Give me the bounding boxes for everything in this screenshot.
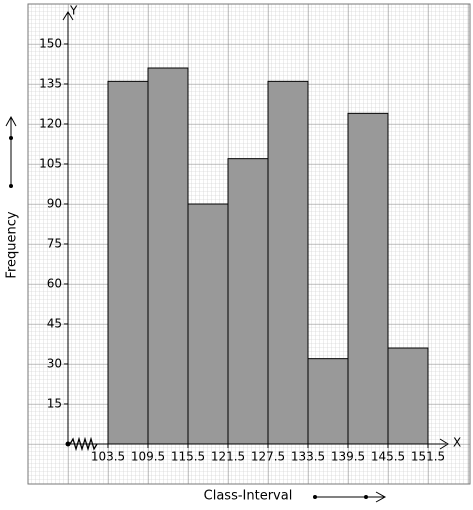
bar — [107, 80, 149, 445]
x-axis-arrow — [439, 438, 449, 450]
bar — [267, 80, 309, 445]
y-tick-label: 75 — [47, 237, 62, 251]
graph-paper-border — [27, 3, 471, 485]
bar — [187, 203, 229, 445]
arrow-dot — [9, 184, 13, 188]
x-tick-label: 151.5 — [411, 450, 445, 464]
arrow-dot — [364, 495, 368, 499]
x-tick-label: 145.5 — [371, 450, 405, 464]
y-tick-label: 45 — [47, 317, 62, 331]
x-tick-label: 103.5 — [91, 450, 125, 464]
x-direction-arrow — [314, 491, 387, 503]
arrow-dot — [9, 136, 13, 140]
bar — [307, 358, 349, 445]
y-axis-name: Y — [69, 4, 78, 18]
y-tick-label: 135 — [39, 77, 62, 91]
x-tick-label: 121.5 — [211, 450, 245, 464]
y-tick-label: 105 — [39, 157, 62, 171]
x-tick-label: 139.5 — [331, 450, 365, 464]
x-tick-label: 115.5 — [171, 450, 205, 464]
axis-break — [69, 436, 98, 452]
x-tick-label: 109.5 — [131, 450, 165, 464]
y-tick-label: 120 — [39, 117, 62, 131]
bar — [387, 347, 429, 445]
y-axis-arrow — [62, 11, 74, 21]
bar — [147, 67, 189, 445]
y-direction-arrow — [5, 115, 17, 187]
arrow-dot — [313, 495, 317, 499]
y-tick-label: 90 — [47, 197, 62, 211]
y-tick-label: 30 — [47, 357, 62, 371]
x-tick-label: 133.5 — [291, 450, 325, 464]
y-tick-label: 15 — [47, 397, 62, 411]
x-tick-label: 127.5 — [251, 450, 285, 464]
y-axis-title: Frequency — [5, 211, 20, 278]
bar — [347, 112, 389, 445]
bar — [227, 158, 269, 445]
y-tick-label: 150 — [39, 37, 62, 51]
x-axis-title: Class-Interval — [204, 489, 293, 504]
origin-dot — [65, 441, 71, 447]
y-tick-label: 60 — [47, 277, 62, 291]
x-axis-name: X — [453, 436, 461, 450]
